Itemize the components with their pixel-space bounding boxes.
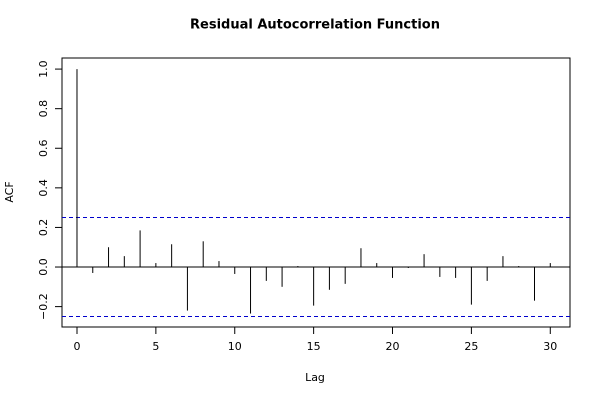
x-tick-label: 15 bbox=[307, 340, 321, 353]
y-axis-label: ACF bbox=[3, 181, 16, 202]
x-tick-label: 5 bbox=[152, 340, 159, 353]
y-tick-label: 0.4 bbox=[37, 179, 50, 197]
chart-title: Residual Autocorrelation Function bbox=[190, 18, 440, 33]
x-axis-label: Lag bbox=[305, 371, 325, 384]
y-tick-label: 0.2 bbox=[37, 219, 50, 237]
y-tick-label: 0.6 bbox=[37, 140, 50, 158]
y-tick-label: 1.0 bbox=[37, 60, 50, 78]
y-tick-label: −0.2 bbox=[37, 293, 50, 320]
x-tick-label: 0 bbox=[73, 340, 80, 353]
x-tick-label: 10 bbox=[228, 340, 242, 353]
x-tick-label: 30 bbox=[543, 340, 557, 353]
y-tick-label: 0.8 bbox=[37, 100, 50, 118]
x-tick-label: 25 bbox=[464, 340, 478, 353]
y-tick-label: 0.0 bbox=[37, 258, 50, 276]
plot-box bbox=[61, 57, 571, 328]
x-tick-label: 20 bbox=[386, 340, 400, 353]
